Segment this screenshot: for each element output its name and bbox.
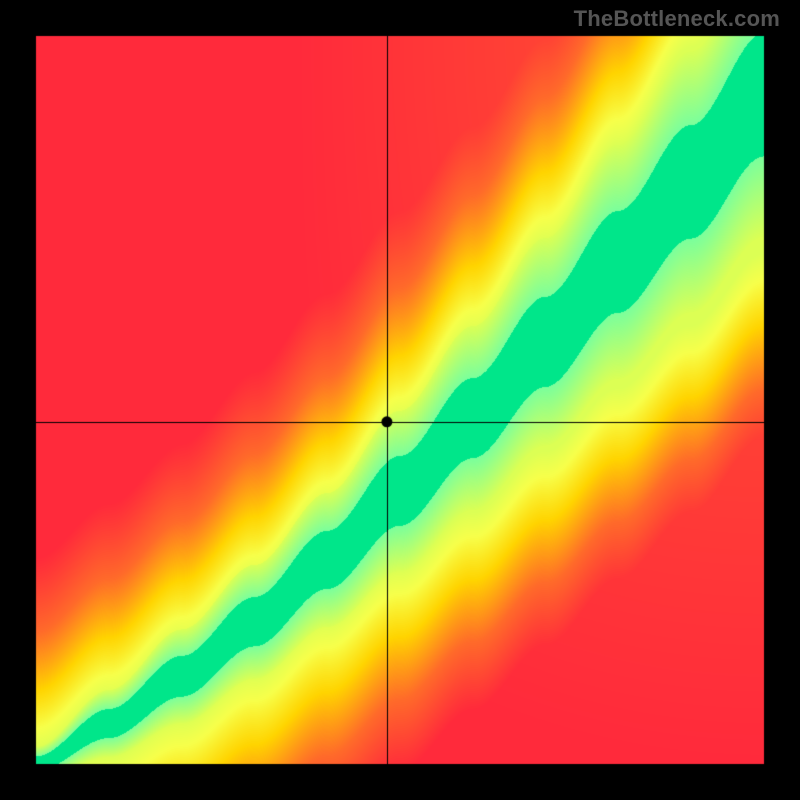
bottleneck-heatmap (0, 0, 800, 800)
chart-container: { "watermark": { "text": "TheBottleneck.… (0, 0, 800, 800)
watermark-text: TheBottleneck.com (574, 6, 780, 32)
